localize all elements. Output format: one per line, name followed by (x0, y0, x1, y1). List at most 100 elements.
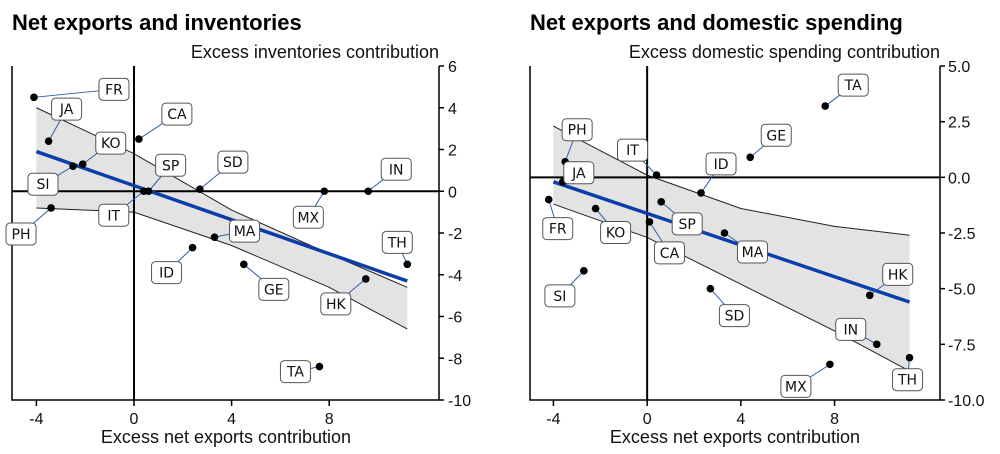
x-tick-label: 4 (227, 411, 236, 428)
point-label: TH (387, 235, 407, 251)
data-point (44, 137, 53, 145)
y-tick-label: 6 (448, 59, 457, 76)
point-label-box (381, 230, 413, 254)
y-tick-label: 5.0 (948, 59, 970, 76)
point-label: HK (326, 297, 347, 313)
point-label: IT (107, 208, 120, 224)
point-label-box (617, 138, 649, 162)
point-label-box (563, 161, 595, 185)
point-label-box (380, 157, 412, 181)
point-label: ID (159, 266, 174, 282)
data-point (362, 275, 370, 283)
point-label: MX (297, 210, 319, 226)
point-label: ID (714, 157, 729, 173)
x-tick-label: 0 (643, 411, 652, 428)
point-label-box (95, 131, 127, 155)
point-label-box (27, 172, 59, 196)
x-axis-label-1: Excess net exports contribution (101, 427, 351, 447)
data-point (746, 153, 755, 162)
point-label-box (229, 219, 261, 243)
x-tick-label: 0 (130, 411, 139, 428)
point-label: TH (897, 373, 917, 389)
y-tick-label: -7.5 (948, 337, 976, 354)
point-label: MA (742, 245, 764, 261)
y-tick-label: 4 (448, 101, 457, 118)
y-tick-label: 2.5 (948, 115, 970, 132)
point-label: TA (286, 365, 304, 381)
data-point (652, 171, 661, 179)
point-label: SP (679, 217, 696, 233)
point-label-box (320, 292, 352, 316)
point-label-box (5, 222, 37, 246)
point-label-box (292, 205, 324, 229)
y-tick-label: -8 (448, 351, 462, 368)
point-label-box (718, 304, 750, 328)
point-label-box (542, 217, 574, 241)
data-point (645, 218, 654, 226)
data-point (188, 243, 197, 252)
x-tick-label: 8 (830, 411, 839, 428)
point-label: PH (568, 123, 587, 139)
point-label: CA (660, 246, 680, 262)
data-point (865, 291, 874, 300)
y-tick-label: 2 (448, 143, 457, 160)
point-label: FR (105, 82, 123, 98)
point-label-box (217, 150, 249, 174)
point-label-box (561, 118, 593, 142)
data-point (821, 102, 829, 110)
chart-title-2: Net exports and domestic spending (530, 10, 903, 35)
point-label: PH (12, 227, 31, 243)
point-label: GE (766, 128, 786, 144)
data-point (706, 284, 715, 293)
confidence-band (36, 107, 408, 330)
point-label-box (671, 212, 703, 236)
y-axis-label-2: Excess domestic spending contribution (629, 42, 940, 62)
data-point (697, 189, 705, 197)
data-point (364, 187, 373, 196)
point-label-box (544, 284, 576, 308)
x-axis-label-2: Excess net exports contribution (610, 427, 860, 447)
point-label: IT (626, 143, 639, 159)
point-label: SI (36, 177, 49, 193)
data-point (315, 362, 324, 371)
point-label-box (600, 221, 632, 245)
point-label: KO (101, 136, 120, 152)
data-point (69, 162, 77, 170)
point-label: JA (571, 166, 586, 182)
band-upper-line (553, 125, 910, 236)
point-label-box (151, 261, 183, 285)
point-label-box (51, 97, 83, 121)
point-label: SI (553, 289, 566, 305)
point-label-box (258, 277, 290, 301)
point-label: KO (606, 226, 625, 242)
data-point (47, 204, 55, 212)
x-tick-label: -4 (546, 411, 560, 428)
point-label-box (161, 102, 193, 126)
chart-panel-1: -4 0 4 8 6 4 2 0 -2 -4 -6 -8 -10 FR JA KO SI PH CA SP IT SD IN… (5, 59, 471, 428)
point-label-box (892, 368, 924, 392)
data-point (240, 260, 248, 269)
point-label-box (279, 360, 311, 384)
point-label-box (98, 77, 130, 101)
point-label-box (98, 203, 130, 227)
point-label-box (835, 317, 867, 341)
y-tick-label: -2 (448, 226, 462, 243)
data-point (30, 93, 38, 102)
y-axis-label-1: Excess inventories contribution (191, 42, 439, 62)
y-tick-label: -10 (448, 393, 471, 410)
point-label-box (653, 241, 685, 265)
point-label: FR (549, 222, 567, 238)
data-point (135, 135, 143, 143)
point-label: HK (888, 267, 909, 283)
point-label: CA (167, 107, 187, 123)
data-point (403, 260, 412, 269)
data-point (657, 198, 665, 206)
point-label: TA (844, 78, 862, 94)
y-tick-label: 0.0 (948, 170, 970, 187)
x-tick-label: 4 (736, 411, 745, 428)
data-point (591, 204, 600, 213)
x-tick-label: -4 (29, 411, 43, 428)
data-point (872, 340, 881, 349)
point-label: MX (785, 379, 807, 395)
